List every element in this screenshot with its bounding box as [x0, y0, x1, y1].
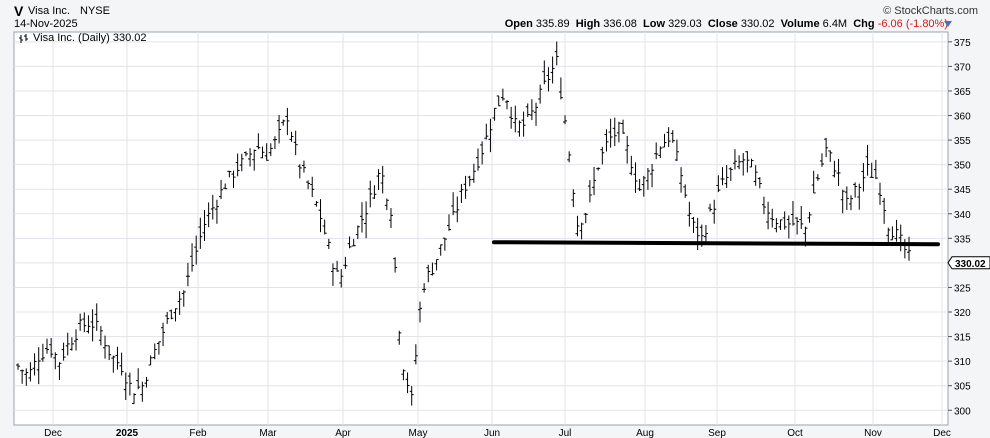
y-tick-label: 350 [954, 161, 971, 172]
y-tick-label: 360 [954, 112, 971, 123]
x-tick-label: Apr [335, 428, 351, 438]
exchange-name: NYSE [80, 5, 110, 17]
close-label: Close [707, 18, 738, 30]
dropdown-triangle-icon[interactable] [944, 21, 952, 27]
plot-area [13, 31, 949, 426]
support-line [492, 240, 940, 247]
y-tick-label: 315 [954, 333, 971, 344]
low-label: Low [643, 18, 665, 30]
x-tick-label: Dec [933, 428, 951, 438]
x-tick-label: Nov [864, 428, 882, 438]
price-bars [16, 41, 911, 406]
ohlc-readout: Open 335.89 High 336.08 Low 329.03 Close… [505, 18, 948, 30]
last-price-tag: 330.02 [947, 256, 990, 270]
open-value: 335.89 [535, 18, 570, 30]
low-value: 329.03 [668, 18, 702, 30]
x-tick-label: Dec [44, 428, 62, 438]
y-tick-label: 355 [954, 136, 971, 147]
high-value: 336.08 [603, 18, 637, 30]
y-tick-label: 300 [954, 406, 971, 417]
y-tick-label: 365 [954, 87, 971, 98]
y-tick-label: 370 [954, 62, 971, 73]
bar-chart-icon [19, 34, 30, 44]
x-tick-label: Aug [636, 428, 654, 438]
change-value: -6.06 (-1.80%) [877, 18, 948, 30]
x-tick-label: Feb [189, 428, 207, 438]
y-tick-label: 305 [954, 382, 971, 393]
y-tick-label: 335 [954, 234, 971, 245]
x-tick-label: Sep [708, 428, 726, 438]
open-label: Open [504, 18, 533, 30]
y-tick-label: 345 [954, 185, 971, 196]
x-tick-label: Jul [559, 428, 572, 438]
change-label: Chg [853, 18, 875, 30]
y-tick-label: 310 [954, 357, 971, 368]
x-tick-label: Jun [484, 428, 500, 438]
x-tick-label: Mar [259, 428, 277, 438]
price-tag-box [947, 256, 990, 270]
y-tick-label: 325 [954, 283, 971, 294]
support-line-group [492, 240, 940, 247]
chart-date: 14-Nov-2025 [14, 18, 78, 30]
y-tick-label: 320 [954, 308, 971, 319]
y-axis: 3003053103153203253303353403453503553603… [948, 38, 971, 417]
grid-lines [14, 32, 948, 425]
y-tick-label: 375 [954, 38, 971, 49]
x-tick-label: Oct [787, 428, 803, 438]
x-tick-label: 2025 [116, 428, 139, 438]
x-axis: Dec 2025 Feb Mar Apr May Jun Jul Aug Sep Oct Nov Dec [44, 428, 951, 438]
y-tick-label: 340 [954, 210, 971, 221]
volume-value: 6.4M [822, 18, 848, 30]
legend-label: Visa Inc. (Daily) 330.02 [33, 32, 147, 44]
company-name: Visa Inc. [28, 5, 70, 17]
chart-header: V Visa Inc. NYSE 14-Nov-2025 © StockChar… [0, 0, 990, 32]
brand-credit: © StockCharts.com [883, 5, 978, 17]
x-tick-label: May [409, 428, 428, 438]
close-value: 330.02 [740, 18, 775, 30]
high-label: High [575, 18, 601, 30]
price-tag-label: 330.02 [955, 259, 986, 270]
volume-label: Volume [780, 18, 820, 30]
ticker-symbol: V [14, 3, 24, 19]
